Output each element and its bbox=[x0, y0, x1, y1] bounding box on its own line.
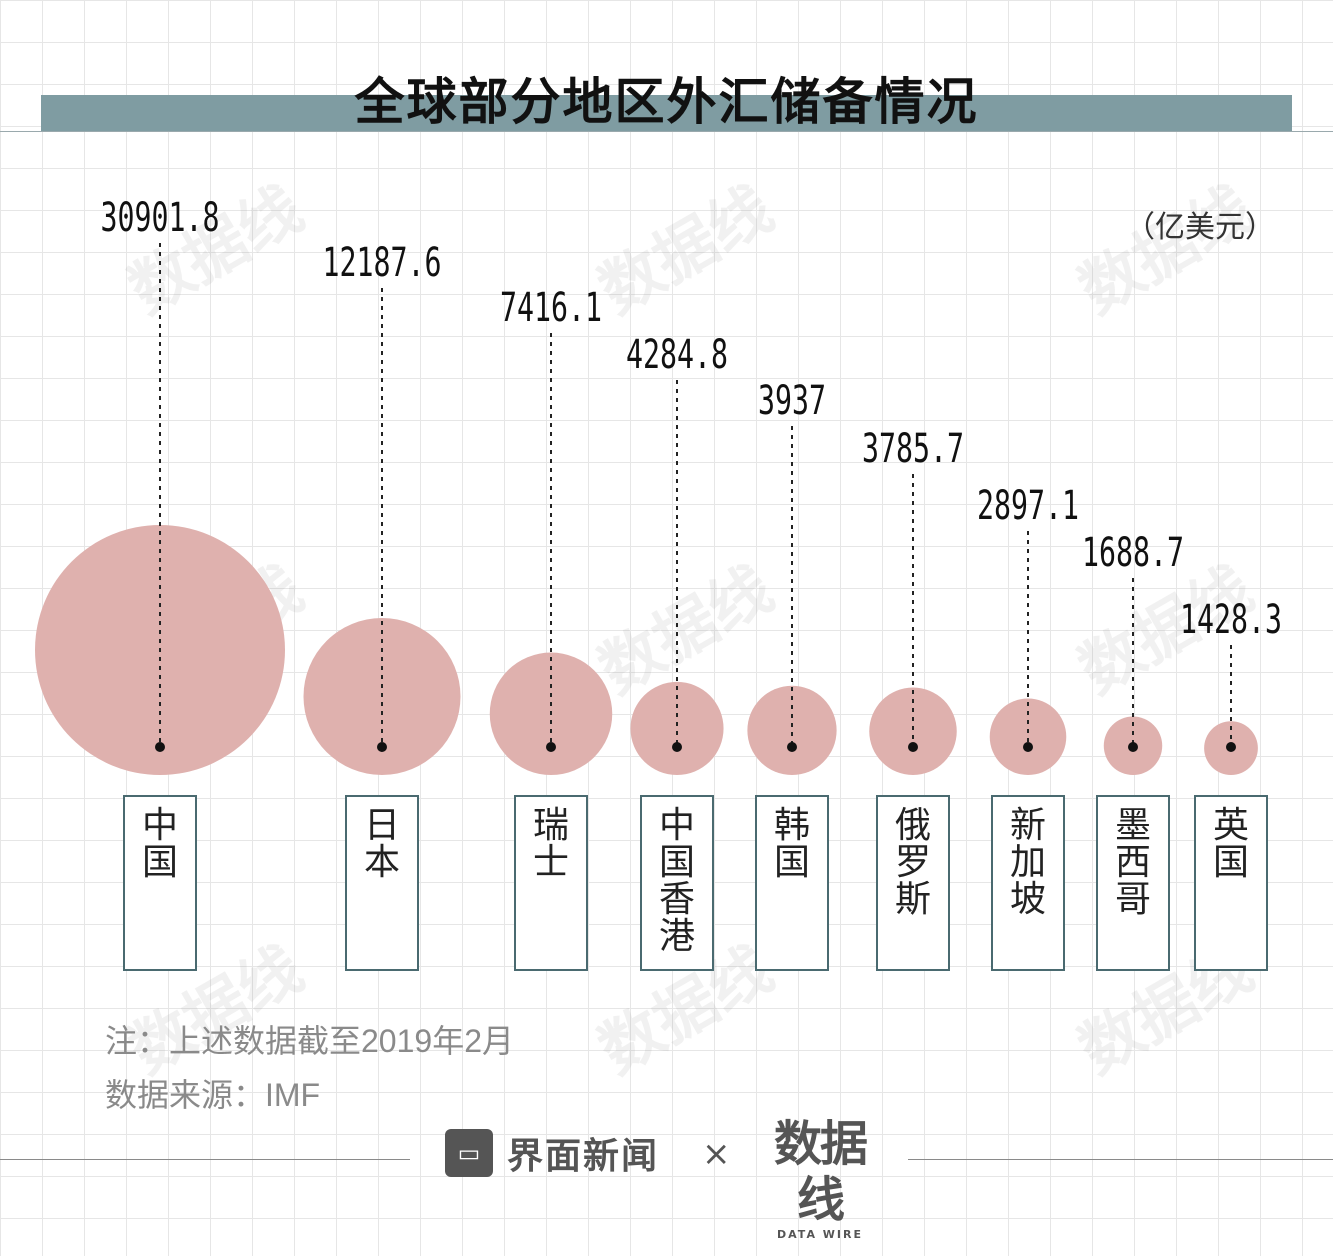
anchor-dot-5 bbox=[908, 742, 918, 752]
category-label-7: 墨西哥 bbox=[1096, 795, 1170, 971]
anchor-dot-1 bbox=[377, 742, 387, 752]
value-label-1: 12187.6 bbox=[323, 240, 442, 286]
bubble-3 bbox=[630, 681, 724, 776]
bubble-4 bbox=[747, 685, 837, 775]
category-label-0: 中国 bbox=[123, 795, 197, 971]
value-label-5: 3785.7 bbox=[862, 426, 964, 472]
value-label-2: 7416.1 bbox=[500, 285, 602, 331]
note-source: 数据来源：IMF bbox=[105, 1077, 321, 1113]
title-bar bbox=[41, 95, 1292, 131]
footer-divider-left bbox=[0, 1159, 410, 1160]
category-label-6: 新加坡 bbox=[991, 795, 1065, 971]
category-label-2: 瑞士 bbox=[514, 795, 588, 971]
footer-divider-right bbox=[908, 1159, 1333, 1160]
unit-label: （亿美元） bbox=[1125, 210, 1275, 245]
anchor-dot-8 bbox=[1226, 742, 1236, 752]
anchor-dot-6 bbox=[1023, 742, 1033, 752]
partner-subtitle: DATA WIRE bbox=[777, 1228, 863, 1241]
category-label-4: 韩国 bbox=[755, 795, 829, 971]
anchor-dot-4 bbox=[787, 742, 797, 752]
brand-name: 界面新闻 bbox=[507, 1136, 660, 1177]
note-date: 注：上述数据截至2019年2月 bbox=[105, 1023, 514, 1059]
value-label-0: 30901.8 bbox=[101, 195, 220, 241]
brand: ▭ 界面新闻 bbox=[445, 1128, 659, 1178]
value-label-4: 3937 bbox=[758, 378, 826, 424]
value-label-7: 1688.7 bbox=[1082, 530, 1184, 576]
partner-logo: 数据线 DATA WIRE bbox=[755, 1116, 885, 1241]
bubble-5 bbox=[869, 687, 957, 775]
times-sign: × bbox=[702, 1134, 731, 1174]
value-label-3: 4284.8 bbox=[626, 332, 728, 378]
bubble-6 bbox=[989, 698, 1067, 776]
anchor-dot-7 bbox=[1128, 742, 1138, 752]
anchor-dot-2 bbox=[546, 742, 556, 752]
chart-title: 全球部分地区外汇储备情况 bbox=[354, 73, 979, 131]
anchor-dot-3 bbox=[672, 742, 682, 752]
value-label-6: 2897.1 bbox=[977, 483, 1079, 529]
partner-name: 数据线 bbox=[773, 1116, 868, 1228]
category-label-8: 英国 bbox=[1194, 795, 1268, 971]
value-label-8: 1428.3 bbox=[1180, 597, 1282, 643]
anchor-dot-0 bbox=[155, 742, 165, 752]
category-label-1: 日本 bbox=[345, 795, 419, 971]
category-label-5: 俄罗斯 bbox=[876, 795, 950, 971]
jiemian-logo-icon: ▭ bbox=[445, 1129, 493, 1177]
title-divider bbox=[0, 131, 1333, 132]
category-label-3: 中国香港 bbox=[640, 795, 714, 971]
